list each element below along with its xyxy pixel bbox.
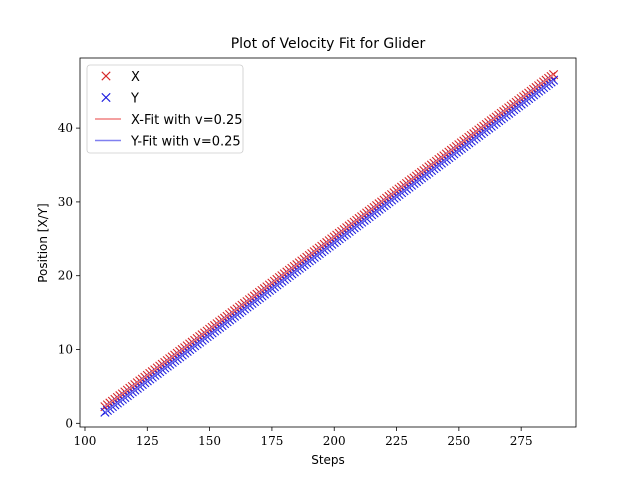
x-tick-label: 250 xyxy=(447,434,470,448)
plot-marks xyxy=(100,70,559,417)
legend-marker-x xyxy=(101,71,111,81)
legend-label: X xyxy=(131,70,140,85)
fit-line-0 xyxy=(104,74,555,408)
x-tick-label: 175 xyxy=(260,434,283,448)
y-tick-label: 10 xyxy=(58,343,73,357)
legend-label: Y-Fit with v=0.25 xyxy=(130,135,241,150)
legend-marker-y xyxy=(101,92,111,103)
plot-area-frame xyxy=(79,57,577,428)
y-tick-label: 20 xyxy=(58,269,73,283)
fit-line-1 xyxy=(104,79,555,413)
x-axis-label: Steps xyxy=(311,453,345,467)
legend-label: X-Fit with v=0.25 xyxy=(131,113,243,128)
y-tick-label: 0 xyxy=(65,416,73,430)
y-tick-label: 30 xyxy=(58,195,73,209)
x-axis-ticks: 100 125 150 175 200 225 250 275 xyxy=(74,427,533,448)
x-tick-label: 150 xyxy=(198,434,221,448)
x-tick-label: 200 xyxy=(323,434,346,448)
y-axis-label: Position [X/Y] xyxy=(36,203,50,283)
legend: XY X-Fit with v=0.25 Y-Fit with v=0.25 xyxy=(86,64,244,154)
x-tick-label: 100 xyxy=(74,434,97,448)
chart-title: Plot of Velocity Fit for Glider xyxy=(231,36,426,52)
x-tick-label: 125 xyxy=(136,434,159,448)
legend-box xyxy=(86,64,244,154)
y-tick-label: 40 xyxy=(58,121,73,135)
x-tick-label: 275 xyxy=(510,434,533,448)
x-tick-label: 225 xyxy=(385,434,408,448)
y-axis-ticks: 0 10 20 30 40 xyxy=(58,121,80,430)
legend-label: Y xyxy=(130,92,139,107)
